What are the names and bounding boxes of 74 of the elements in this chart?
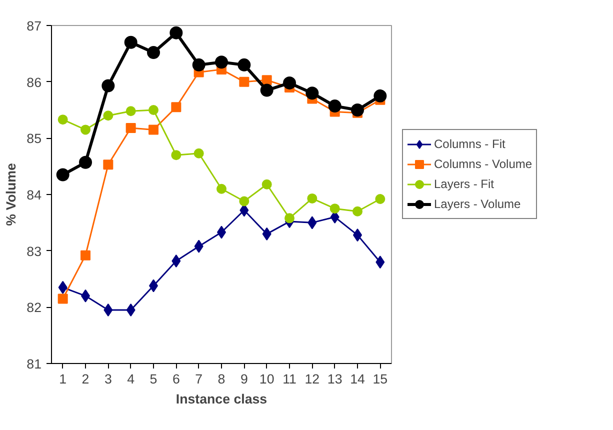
point (80, 250, 90, 260)
point (216, 184, 226, 194)
x-tick-label: 9 (240, 372, 248, 386)
point (307, 193, 318, 204)
x-tick-label: 4 (127, 372, 136, 386)
y-tick-label: 83 (26, 244, 42, 259)
point (351, 104, 364, 116)
point (215, 56, 228, 69)
point (58, 114, 68, 125)
point (104, 303, 113, 316)
point (56, 168, 70, 182)
point (262, 227, 272, 240)
point (238, 58, 251, 72)
point (124, 36, 138, 49)
point (80, 124, 90, 135)
point (376, 256, 385, 269)
point (284, 213, 294, 224)
point (172, 254, 181, 268)
y-tick-label: 85 (26, 131, 42, 146)
legend-label: Columns - Fit (434, 136, 506, 151)
x-tick-label: 1 (59, 372, 67, 386)
x-tick-label: 8 (218, 372, 226, 386)
x-tick-label: 11 (282, 372, 296, 386)
x-tick-label: 3 (104, 372, 112, 386)
point (148, 124, 158, 135)
point (374, 89, 387, 102)
point (194, 148, 204, 158)
x-tick-label: 6 (172, 372, 180, 386)
point (170, 26, 183, 40)
point (58, 280, 68, 294)
point (375, 194, 386, 204)
point (330, 204, 340, 214)
x-tick-label: 13 (327, 372, 342, 386)
point (262, 75, 272, 86)
y-tick-label: 86 (26, 74, 42, 90)
x-tick-label: 15 (372, 372, 388, 386)
point (171, 150, 182, 160)
x-tick-label: 14 (350, 372, 366, 386)
x-tick-label: 7 (195, 372, 203, 386)
point (171, 102, 182, 112)
y-tick-label: 82 (26, 300, 42, 316)
point (308, 216, 317, 230)
point (194, 240, 204, 253)
point (58, 294, 68, 304)
legend-label: Columns - Volume (434, 156, 532, 171)
y-tick-label: 81 (26, 356, 42, 372)
point (147, 46, 160, 60)
point (102, 79, 115, 92)
point (79, 156, 92, 169)
point (103, 160, 114, 170)
point (283, 76, 296, 90)
point (126, 303, 136, 316)
y-tick-label: 84 (26, 188, 42, 202)
point (103, 110, 114, 121)
legend-label: Layers - Volume (434, 196, 521, 211)
y-tick-label: 87 (26, 18, 42, 34)
legend-label: Layers - Fit (434, 176, 494, 191)
point (126, 106, 136, 116)
point (148, 105, 158, 115)
point (126, 123, 136, 134)
x-tick-label: 2 (82, 372, 90, 386)
point (328, 100, 342, 113)
point (262, 179, 272, 190)
point (192, 58, 206, 72)
point (239, 76, 250, 87)
x-tick-label: 12 (304, 372, 320, 386)
point (306, 86, 319, 100)
y-axis-title: % Volume (4, 163, 19, 226)
point (239, 196, 250, 206)
x-tick-label: 5 (150, 372, 158, 386)
point (260, 84, 274, 97)
x-tick-label: 10 (259, 372, 274, 386)
point (352, 206, 362, 216)
x-axis-title: Instance class (176, 392, 268, 406)
